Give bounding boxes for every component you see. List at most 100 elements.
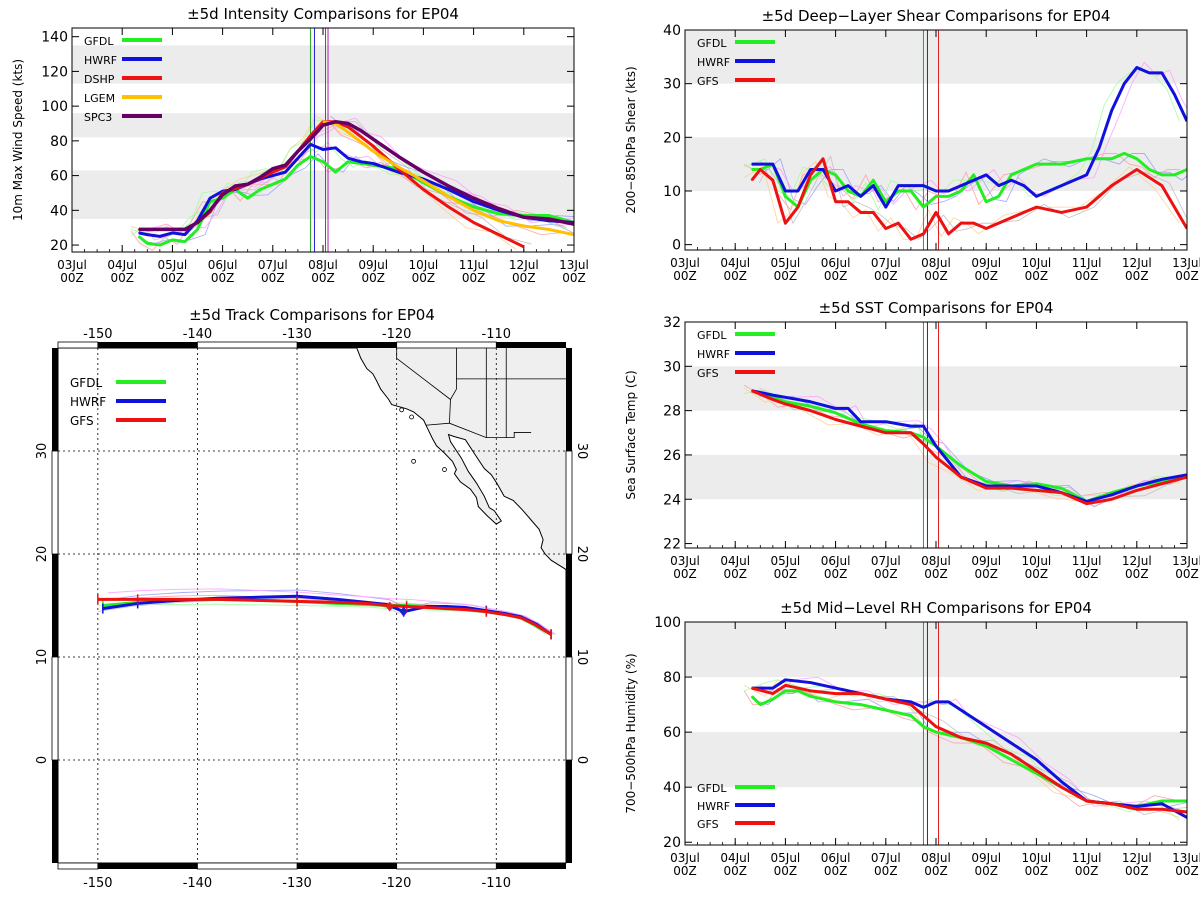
shear-point-gfdl [872,179,874,181]
intensity-point-spc3 [196,221,199,224]
intensity-xtick-date: 03Jul [57,258,87,272]
shear-ensemble-line [759,61,1187,206]
track-border-bottom-open-1 [197,862,298,870]
track-series-gfs [97,597,552,636]
rh-point-gfdl [797,690,799,692]
shear-point-gfdl [1161,174,1163,176]
shear-xtick-hour: 00Z [924,269,948,283]
sst-point-hwrf [835,407,837,410]
rh-point-hwrf [960,709,962,711]
rh-point-gfs [985,742,987,744]
state-border-2 [450,348,457,400]
track-lon-label-bottom: -140 [183,876,213,891]
shear-ytick-label: 0 [672,238,681,254]
rh-xtick-date: 11Jul [1072,851,1102,865]
intensity-point-lgem [498,220,500,222]
rh-point-gfs [835,692,837,695]
shear-point-hwrf [835,190,837,192]
sst-point-gfs [960,476,962,478]
shear-title: ±5d Deep−Layer Shear Comparisons for EP0… [762,7,1111,25]
track-legend-label: GFS [70,414,94,428]
sst-xtick-hour: 00Z [874,567,898,581]
shear-point-hwrf [1111,109,1113,112]
intensity-ytick-label: 100 [41,99,68,115]
track-border-bottom-block-1 [297,863,397,869]
sst-point-gfdl [985,480,987,483]
shear-point-gfdl [835,174,837,176]
shear-point-gfdl [1086,158,1088,160]
sst-point-gfs [910,432,912,434]
shear-point-gfs [751,179,753,181]
shear-point-hwrf [1148,72,1150,74]
rh-point-hwrf [1035,759,1037,761]
shear-point-gfs [1010,217,1012,219]
rh-point-gfdl [910,715,912,717]
shear-point-gfdl [947,195,950,197]
rh-point-gfs [1086,800,1088,802]
rh-point-hwrf [1060,781,1063,783]
track-border-left-open-0 [51,656,59,761]
intensity-point-spc3 [234,185,236,187]
intensity-xtick-date: 05Jul [158,258,188,272]
rh-legend-label: GFDL [697,782,727,795]
intensity-point-lgem [322,121,324,123]
sst-legend-label: GFS [697,367,719,380]
rh-xtick-date: 12Jul [1122,851,1152,865]
sst-point-gfdl [922,436,925,438]
sst-xtick-hour: 00Z [1025,567,1049,581]
intensity-xtick-date: 11Jul [459,258,489,272]
sst-xtick-hour: 00Z [774,567,798,581]
intensity-point-lgem [548,228,550,231]
intensity-point-lgem [372,150,374,152]
track-border-bottom-block-0 [97,863,198,869]
intensity-point-spc3 [447,185,450,187]
intensity-ytick-label: 40 [50,203,68,219]
shear-point-gfs [847,201,849,203]
sst-xtick-hour: 00Z [824,567,848,581]
shear-point-gfs [872,211,874,214]
intensity-point-hwrf [447,188,450,191]
sst-ytick-label: 32 [663,315,681,331]
rh-point-gfs [809,690,812,692]
rh-point-gfs [772,692,774,695]
shear-point-hwrf [797,190,799,192]
intensity-point-hwrf [209,197,211,199]
shear-point-gfs [1161,185,1163,187]
sst-point-hwrf [935,445,937,447]
intensity-xtick-hour: 00Z [211,271,235,285]
sst-band-0 [685,454,1187,500]
sst-point-gfs [1086,503,1088,505]
rh-point-gfdl [885,709,887,711]
intensity-point-hwrf [309,143,312,145]
shear-point-gfs [947,233,950,235]
rh-point-hwrf [910,701,912,703]
track-lat-label-right: 30 [574,443,589,460]
track-border-top-open-1 [197,341,298,349]
intensity-point-dshp [473,221,475,224]
shear-point-hwrf [947,190,950,192]
intensity-point-spc3 [184,228,186,231]
sst-point-gfdl [809,405,812,407]
sst-point-hwrf [809,401,812,403]
shear-point-gfs [985,227,987,230]
shear-point-hwrf [1123,83,1125,85]
shear-xtick-date: 08Jul [921,256,951,270]
sst-xtick-date: 13Jul [1172,554,1200,568]
shear-point-gfdl [809,179,812,181]
intensity-ytick-label: 60 [50,169,68,185]
shear-ytick-label: 10 [663,184,681,200]
shear-point-hwrf [973,179,975,181]
rh-xtick-hour: 00Z [1025,864,1049,878]
rh-point-hwrf [784,679,787,681]
rh-point-hwrf [985,726,987,728]
shear-xtick-hour: 00Z [824,269,848,283]
intensity-point-hwrf [322,148,324,151]
sst-xtick-date: 05Jul [771,554,801,568]
track-border-top-block-0 [97,342,198,348]
shear-point-gfdl [922,206,925,208]
rh-point-hwrf [935,701,937,703]
rh-point-hwrf [835,687,837,689]
intensity-point-hwrf [272,174,274,177]
sst-xtick-hour: 00Z [1125,567,1149,581]
